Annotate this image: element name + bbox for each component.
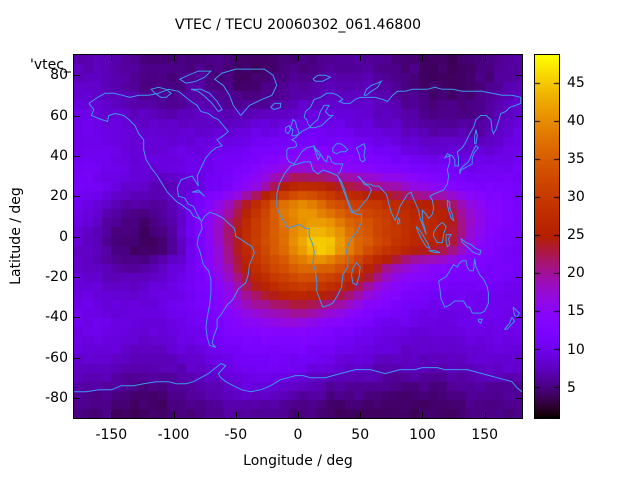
y-tick-label: 0 (59, 228, 68, 245)
y-tick-label: -80 (45, 389, 68, 406)
x-tick-label: -100 (157, 427, 190, 443)
coastline-path (415, 226, 431, 250)
y-tick-label: 40 (50, 147, 68, 164)
chart-title: VTEC / TECU 20060302_061.46800 (174, 17, 422, 33)
colorbar-tick-label: 30 (567, 189, 585, 206)
coastline-path (428, 250, 441, 254)
x-tick-label: 0 (293, 427, 303, 443)
plot-area (73, 54, 523, 419)
coastline-path (332, 143, 349, 155)
coastline-path (190, 88, 223, 112)
colorbar-tick-label: 25 (567, 227, 585, 244)
x-tick-label: -50 (224, 427, 248, 443)
coastline-overlay (74, 55, 522, 418)
colorbar-tick-label: 15 (567, 303, 585, 320)
coastline-path (433, 221, 447, 244)
colorbar-tick-label: 45 (567, 75, 585, 92)
coastline-path (74, 363, 522, 393)
x-tick-label: 50 (351, 427, 370, 443)
coastline-path (445, 234, 453, 248)
coastline-path (270, 102, 282, 111)
coastline-path (503, 316, 516, 330)
x-tick-label: 150 (471, 427, 499, 443)
coastline-path (88, 88, 230, 221)
coastline-path (286, 145, 344, 175)
coastline-path (286, 86, 522, 235)
y-tick-label: -40 (45, 309, 68, 326)
coastline-path (363, 79, 383, 96)
coastline-path (459, 145, 480, 175)
coastline-path (512, 306, 521, 318)
coastline-path (350, 261, 361, 286)
heatmap-canvas (74, 55, 522, 418)
legend-key-label: 'vtec_ (30, 57, 71, 73)
coastline-path (289, 118, 300, 137)
coastline-path (213, 68, 278, 116)
coastline-path (150, 86, 172, 98)
x-tick-label: 100 (409, 427, 436, 443)
coastline-path (477, 318, 483, 325)
coastline-path (446, 199, 455, 222)
coastline-path (438, 258, 489, 314)
coastline-path (276, 161, 362, 308)
coastline-path (397, 217, 401, 225)
x-tick-label: -150 (95, 427, 128, 443)
colorbar-tick-label: 5 (567, 379, 576, 396)
coastline-path (355, 142, 366, 163)
colorbar-tick-label: 35 (567, 151, 585, 168)
x-axis-label: Longitude / deg (243, 453, 353, 469)
y-tick-label: 60 (50, 107, 68, 124)
colorbar-tick-label: 20 (567, 265, 585, 282)
colorbar-tick-label: 40 (567, 113, 585, 130)
coastline-path (196, 211, 255, 348)
y-tick-label: -20 (45, 268, 68, 285)
y-tick-label: -60 (45, 349, 68, 366)
coastline-path (178, 70, 213, 84)
coastline-path (312, 74, 332, 82)
colorbar-tick-label: 10 (567, 341, 585, 358)
coastline-path (460, 238, 482, 256)
coastline-path (192, 189, 206, 197)
y-tick-label: 20 (50, 188, 68, 205)
y-tick-label: 80 (50, 67, 68, 84)
coastline-path (285, 124, 292, 135)
colorbar-canvas (534, 54, 560, 419)
coastline-path (474, 129, 478, 145)
